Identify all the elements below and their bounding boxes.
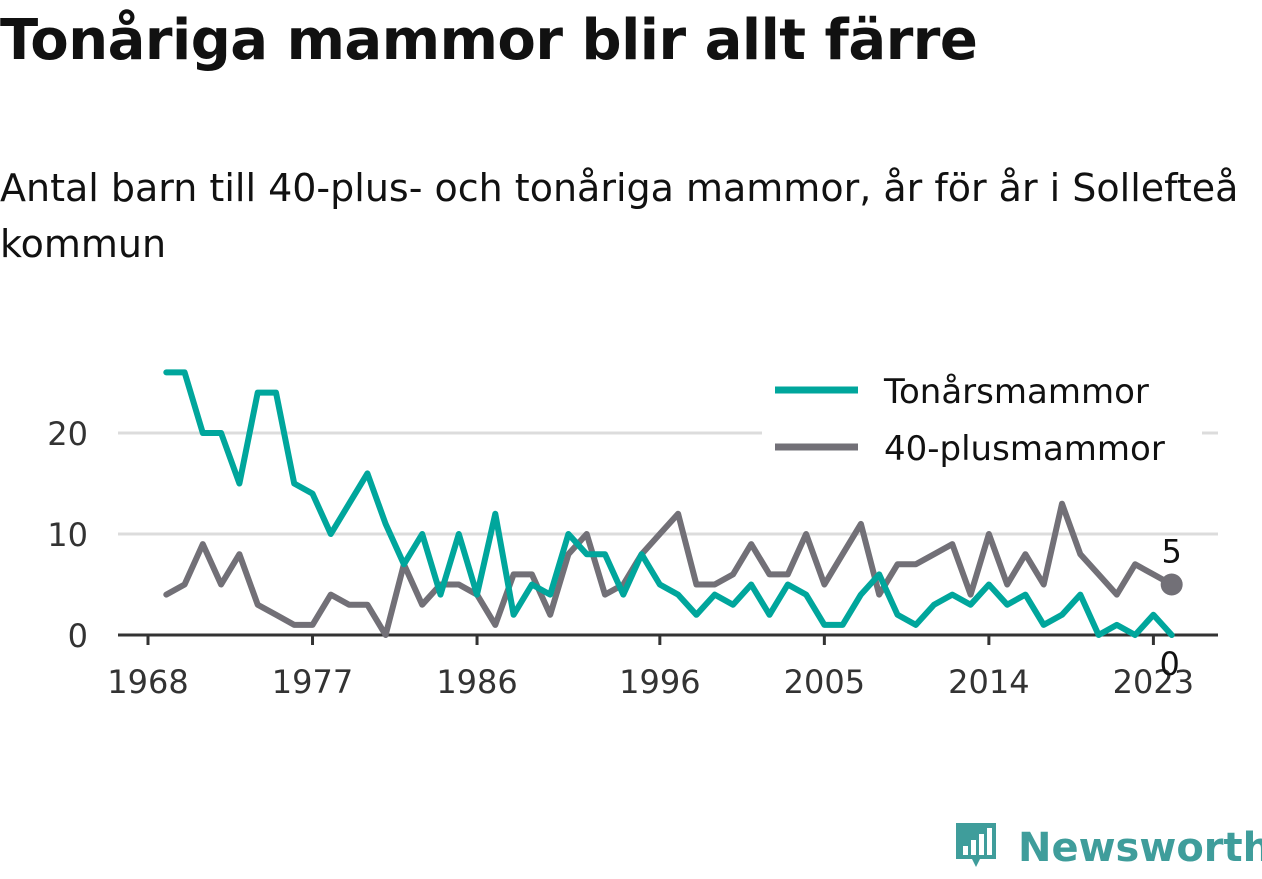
brand-name: Newsworthy [1018, 825, 1262, 871]
x-tick-label: 1996 [619, 663, 700, 701]
y-tick-label: 20 [47, 415, 88, 453]
end-label-tonarsmammor: 0 [1160, 645, 1180, 683]
series-line-40plusmammor [163, 500, 1175, 638]
y-tick-label: 10 [47, 516, 88, 554]
legend-label-tonarsmammor: Tonårsmammor [883, 372, 1149, 412]
chart-title: Tonåriga mammor blir allt färre [0, 8, 978, 73]
chart-subtitle: Antal barn till 40-plus- och tonåriga ma… [0, 166, 1239, 266]
x-axis: 1968 1977 1986 1996 2005 2014 2023 [107, 633, 1218, 701]
x-tick-label: 2023 [1113, 663, 1194, 701]
y-tick-label: 0 [68, 617, 88, 655]
x-tick-label: 1968 [107, 663, 188, 701]
x-tick-label: 1986 [436, 663, 517, 701]
x-tick-label: 2005 [784, 663, 865, 701]
legend: Tonårsmammor 40-plusmammor [762, 370, 1202, 482]
newsworthy-brand: Newsworthy [952, 818, 1262, 878]
series-lines [163, 369, 1175, 638]
legend-label-40plusmammor: 40-plusmammor [884, 429, 1165, 469]
series-end-marker [1160, 573, 1183, 596]
x-tick-label: 1977 [272, 663, 353, 701]
newsworthy-logo-icon [956, 823, 996, 867]
end-labels: 50 [1160, 533, 1183, 683]
series-line-tonarsmammor [163, 369, 1175, 638]
end-label-40plusmammor: 5 [1162, 533, 1182, 571]
x-tick-label: 2014 [948, 663, 1029, 701]
